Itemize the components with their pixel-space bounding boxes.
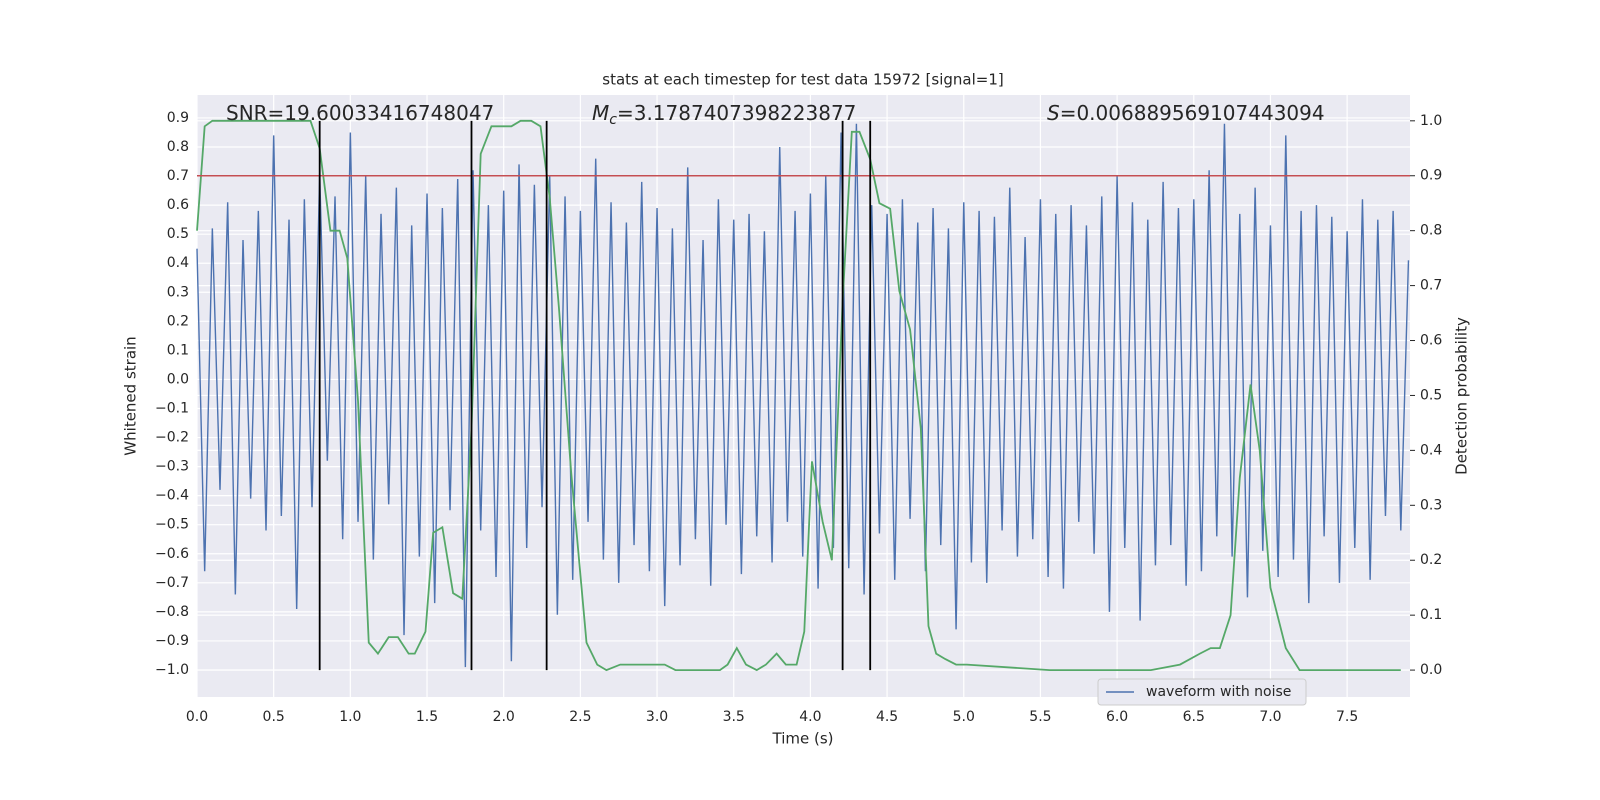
y-tick-label: −0.7 bbox=[155, 575, 189, 591]
x-tick-label: 1.0 bbox=[339, 709, 361, 725]
y-axis-label: Whitened strain bbox=[122, 336, 140, 455]
annotation-part: S bbox=[1047, 101, 1060, 125]
x-tick-label: 7.5 bbox=[1336, 709, 1358, 725]
y-tick-label: 0.1 bbox=[167, 342, 189, 358]
y2-tick-label: 0.0 bbox=[1420, 662, 1442, 678]
x-tick-label: 4.5 bbox=[876, 709, 898, 725]
annotation-part: c bbox=[609, 112, 617, 128]
y2-axis-label: Detection probability bbox=[1453, 317, 1471, 475]
y-tick-label: −0.1 bbox=[155, 400, 189, 416]
annotation-part: =3.1787407398223877 bbox=[617, 101, 856, 125]
y-tick-label: 0.9 bbox=[167, 110, 189, 126]
x-tick-label: 7.0 bbox=[1259, 709, 1281, 725]
y-tick-label: 0.8 bbox=[167, 139, 189, 155]
y-tick-label: −0.8 bbox=[155, 604, 189, 620]
annotation-part: SNR=19.60033416748047 bbox=[226, 101, 494, 125]
annotation: SNR=19.60033416748047 bbox=[226, 101, 494, 125]
x-tick-label: 5.5 bbox=[1029, 709, 1051, 725]
x-tick-label: 0.5 bbox=[263, 709, 285, 725]
waveform-line bbox=[196, 123, 1410, 668]
y-tick-label: −0.2 bbox=[155, 430, 189, 446]
x-tick-label: 3.5 bbox=[723, 709, 745, 725]
y-tick-label: 0.5 bbox=[167, 226, 189, 242]
y2-tick-label: 0.5 bbox=[1420, 387, 1442, 403]
x-tick-label: 6.0 bbox=[1106, 709, 1128, 725]
y2-tick-label: 0.2 bbox=[1420, 552, 1442, 568]
y-tick-label: −1.0 bbox=[155, 662, 189, 678]
y2-tick-label: 0.3 bbox=[1420, 497, 1442, 513]
annotation: S=0.006889569107443094 bbox=[1047, 101, 1325, 125]
y-tick-label: 0.0 bbox=[167, 371, 189, 387]
legend-label: waveform with noise bbox=[1146, 684, 1291, 700]
y-tick-label: −0.4 bbox=[155, 488, 189, 504]
y2-tick-label: 0.8 bbox=[1420, 223, 1442, 239]
chart-title: stats at each timestep for test data 159… bbox=[602, 71, 1003, 89]
y2-tick-label: 0.1 bbox=[1420, 607, 1442, 623]
y2-tick-label: 1.0 bbox=[1420, 113, 1442, 129]
x-tick-label: 3.0 bbox=[646, 709, 668, 725]
y2-tick-label: 0.6 bbox=[1420, 333, 1442, 349]
annotation: Mc=3.1787407398223877 bbox=[592, 101, 856, 129]
y-tick-label: 0.7 bbox=[167, 168, 189, 184]
annotation-part: M bbox=[592, 101, 609, 125]
x-tick-label: 6.5 bbox=[1183, 709, 1205, 725]
legend-box bbox=[1097, 678, 1307, 706]
annotation-part: =0.006889569107443094 bbox=[1060, 101, 1325, 125]
x-tick-label: 5.0 bbox=[953, 709, 975, 725]
y-tick-label: −0.6 bbox=[155, 546, 189, 562]
y-tick-label: 0.6 bbox=[167, 197, 189, 213]
x-tick-label: 2.5 bbox=[569, 709, 591, 725]
x-tick-label: 1.5 bbox=[416, 709, 438, 725]
y2-tick-label: 0.9 bbox=[1420, 168, 1442, 184]
y-tick-label: −0.3 bbox=[155, 459, 189, 475]
y-tick-label: 0.4 bbox=[167, 255, 189, 271]
x-axis-label: Time (s) bbox=[772, 730, 834, 748]
y-tick-label: 0.2 bbox=[167, 313, 189, 329]
y-tick-label: −0.5 bbox=[155, 517, 189, 533]
probability-line bbox=[196, 119, 1401, 672]
x-tick-label: 2.0 bbox=[493, 709, 515, 725]
y2-tick-label: 0.7 bbox=[1420, 278, 1442, 294]
y-tick-label: −0.9 bbox=[155, 633, 189, 649]
x-tick-label: 0.0 bbox=[186, 709, 208, 725]
x-tick-label: 4.0 bbox=[799, 709, 821, 725]
y-tick-label: 0.3 bbox=[167, 284, 189, 300]
y2-tick-label: 0.4 bbox=[1420, 442, 1442, 458]
